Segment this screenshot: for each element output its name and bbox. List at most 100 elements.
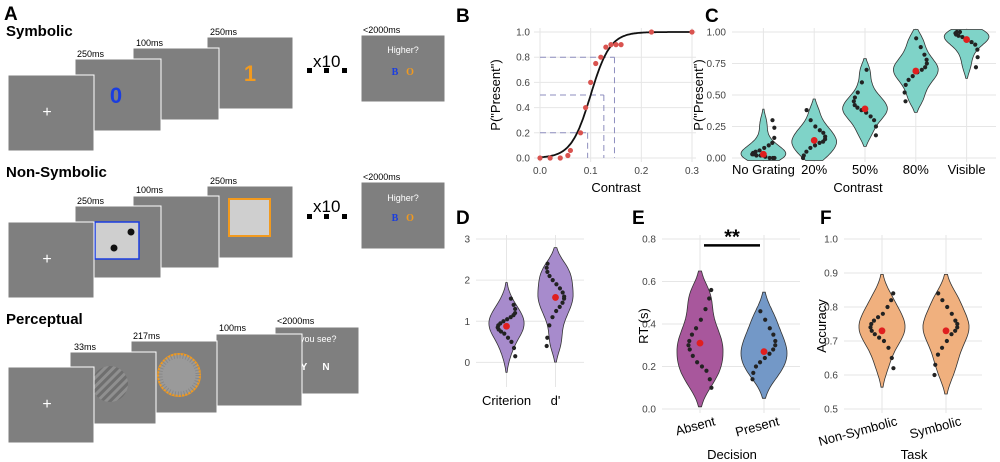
data-point bbox=[603, 44, 609, 50]
x-category-label: Symbolic bbox=[908, 413, 963, 441]
mean-marker bbox=[912, 67, 920, 75]
perceptual-title: Perceptual bbox=[6, 311, 83, 328]
data-point bbox=[960, 34, 965, 40]
nonsymbolic-timing-2: 100ms bbox=[136, 185, 164, 195]
panel-a: A Symbolic 250ms 100ms 250ms <2000ms 1 0… bbox=[4, 4, 446, 444]
data-point bbox=[687, 347, 692, 352]
fixation-cross-3: + bbox=[42, 396, 51, 413]
screen-fixation bbox=[7, 74, 95, 152]
data-point bbox=[544, 343, 549, 349]
data-point bbox=[545, 261, 550, 266]
panel-d: D 0 1 2 3 Criterion d' bbox=[456, 208, 584, 408]
y-tick-label: 0.8 bbox=[516, 53, 530, 64]
repeat-label: x10 bbox=[313, 52, 340, 71]
panel-label-b: B bbox=[456, 6, 470, 27]
violin-2 bbox=[842, 58, 888, 147]
nonsymbolic-box-1 bbox=[94, 221, 140, 260]
data-point bbox=[598, 54, 604, 60]
data-point bbox=[704, 368, 709, 373]
data-point bbox=[560, 300, 565, 305]
data-point bbox=[936, 291, 941, 296]
data-point bbox=[608, 42, 614, 48]
nonsymbolic-timing-4: <2000ms bbox=[363, 172, 401, 182]
data-point bbox=[562, 294, 567, 299]
data-point bbox=[859, 80, 865, 85]
data-point bbox=[864, 67, 869, 72]
x-category-label: 50% bbox=[852, 162, 878, 177]
data-point bbox=[648, 29, 655, 35]
data-point bbox=[498, 321, 503, 326]
x-axis-label: Contrast bbox=[833, 180, 883, 195]
data-point bbox=[545, 269, 550, 275]
data-point bbox=[547, 323, 552, 328]
data-point bbox=[707, 296, 712, 301]
y-tick-label: 0.2 bbox=[642, 362, 656, 373]
data-point bbox=[880, 311, 885, 316]
mean-marker bbox=[878, 327, 886, 335]
y-tick-label: 0.75 bbox=[707, 59, 727, 70]
data-point bbox=[903, 99, 908, 104]
data-point bbox=[889, 298, 894, 303]
data-point bbox=[613, 42, 619, 48]
nonsymbolic-sequence: Non-Symbolic 250ms 100ms 250ms <2000ms +… bbox=[6, 164, 446, 299]
data-point bbox=[547, 155, 553, 161]
data-point bbox=[547, 273, 552, 279]
y-tick-label: 0.25 bbox=[707, 122, 727, 133]
data-point bbox=[693, 326, 699, 331]
panel-c: C 0.00 0.25 0.50 0.75 1.00 No Grating 20% 50% 80%… bbox=[691, 6, 996, 195]
data-point bbox=[758, 309, 763, 314]
data-point bbox=[554, 308, 559, 314]
data-point bbox=[955, 325, 960, 330]
data-point bbox=[851, 99, 856, 104]
data-point bbox=[973, 42, 978, 47]
data-point bbox=[949, 311, 954, 316]
y-tick-label: 0.8 bbox=[642, 235, 656, 246]
response-question-2: Higher? bbox=[387, 193, 419, 203]
data-point bbox=[812, 143, 818, 148]
x-category-label: Present bbox=[734, 413, 782, 439]
data-point bbox=[505, 335, 511, 340]
data-point bbox=[698, 317, 703, 322]
symbolic-timing-4: <2000ms bbox=[363, 25, 401, 35]
data-point bbox=[933, 362, 938, 367]
data-point bbox=[922, 52, 927, 57]
data-point bbox=[509, 339, 514, 344]
data-point bbox=[767, 351, 772, 356]
screen-response bbox=[360, 34, 446, 103]
data-point bbox=[955, 321, 960, 327]
y-axis-label: P("Present") bbox=[488, 59, 503, 130]
data-point bbox=[886, 345, 891, 350]
data-point bbox=[751, 370, 756, 375]
data-point bbox=[923, 65, 928, 70]
data-point bbox=[813, 124, 818, 129]
data-point bbox=[687, 338, 692, 344]
data-point bbox=[511, 302, 516, 307]
response-question-3: Did you see? bbox=[284, 334, 337, 344]
nonsymbolic-box-2 bbox=[228, 198, 271, 237]
symbolic-sequence: Symbolic 250ms 100ms 250ms <2000ms 1 0 +… bbox=[6, 23, 446, 152]
x-axis-label: Decision bbox=[707, 447, 757, 462]
data-point bbox=[757, 148, 762, 153]
data-point bbox=[889, 355, 894, 361]
data-point bbox=[757, 360, 763, 365]
dot-1 bbox=[127, 228, 135, 236]
panel-f: F 0.5 0.6 0.7 0.8 0.9 1.0 Non-Symbolic Symbolic A… bbox=[814, 208, 982, 462]
panel-label-c: C bbox=[705, 6, 719, 27]
response-option-n: N bbox=[322, 362, 329, 373]
response-option-1: B bbox=[392, 67, 399, 78]
x-axis-label: Contrast bbox=[591, 180, 641, 195]
fit-curve bbox=[539, 31, 692, 159]
data-point bbox=[537, 155, 543, 161]
x-category-label: Visible bbox=[948, 162, 986, 177]
data-point bbox=[855, 90, 860, 95]
panel-label-a: A bbox=[4, 4, 18, 25]
data-point bbox=[767, 155, 772, 161]
data-point bbox=[770, 155, 776, 161]
mean-marker bbox=[696, 339, 704, 347]
data-point bbox=[935, 352, 941, 357]
data-point bbox=[762, 145, 767, 151]
response-question: Higher? bbox=[387, 45, 419, 55]
data-point bbox=[763, 317, 768, 322]
data-point bbox=[545, 335, 550, 340]
